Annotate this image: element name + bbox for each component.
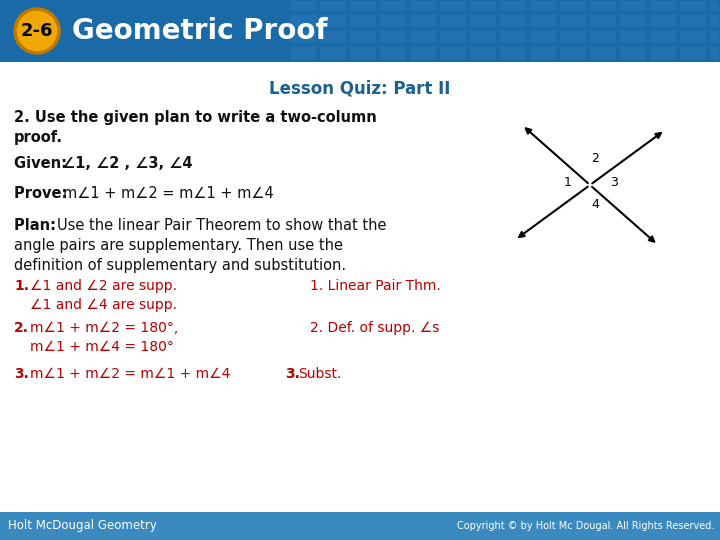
Bar (0, 512, 720, 540)
Text: 2. Def. of supp. ∠s: 2. Def. of supp. ∠s (310, 321, 439, 335)
Text: Copyright © by Holt Mc Dougal. All Rights Reserved.: Copyright © by Holt Mc Dougal. All Right… (456, 521, 714, 531)
Bar (590, 47, 616, 59)
Bar (560, 15, 586, 27)
Bar (440, 15, 466, 27)
Bar (620, 1, 646, 11)
Bar (380, 1, 406, 11)
Bar (470, 15, 496, 27)
Bar (710, 1, 719, 11)
Bar (620, 31, 646, 43)
Bar (500, 47, 526, 59)
Bar (290, 15, 316, 27)
Text: 2. Use the given plan to write a two-column: 2. Use the given plan to write a two-col… (14, 110, 377, 125)
Text: 1: 1 (564, 176, 572, 188)
Text: ∠1 and ∠4 are supp.: ∠1 and ∠4 are supp. (30, 298, 177, 312)
Text: ∠1, ∠2 , ∠3, ∠4: ∠1, ∠2 , ∠3, ∠4 (62, 156, 192, 171)
Bar (710, 31, 719, 43)
Bar (710, 15, 719, 27)
Text: definition of supplementary and substitution.: definition of supplementary and substitu… (14, 258, 346, 273)
Bar (470, 47, 496, 59)
Bar (680, 31, 706, 43)
Bar (530, 1, 556, 11)
Bar (470, 31, 496, 43)
Bar (350, 31, 376, 43)
Text: m∠1 + m∠2 = m∠1 + m∠4: m∠1 + m∠2 = m∠1 + m∠4 (63, 186, 274, 201)
Text: 1.: 1. (14, 279, 29, 293)
Bar (680, 15, 706, 27)
Text: Plan:: Plan: (14, 218, 61, 233)
Bar (710, 47, 719, 59)
Bar (290, 47, 316, 59)
Text: m∠1 + m∠4 = 180°: m∠1 + m∠4 = 180° (30, 340, 174, 354)
Text: 3: 3 (610, 176, 618, 188)
Bar (560, 31, 586, 43)
Bar (560, 1, 586, 11)
Bar (350, 1, 376, 11)
Text: 4: 4 (591, 199, 599, 212)
Bar (650, 31, 676, 43)
Bar (290, 1, 316, 11)
Bar (320, 31, 346, 43)
Text: 3.: 3. (285, 367, 300, 381)
Text: 2-6: 2-6 (21, 22, 53, 40)
Bar (590, 1, 616, 11)
Bar (470, 1, 496, 11)
Bar (350, 47, 376, 59)
Text: m∠1 + m∠2 = 180°,: m∠1 + m∠2 = 180°, (30, 321, 179, 335)
Circle shape (15, 9, 59, 53)
Bar (650, 47, 676, 59)
Bar (500, 31, 526, 43)
Text: Subst.: Subst. (298, 367, 341, 381)
Text: proof.: proof. (14, 130, 63, 145)
Text: 1. Linear Pair Thm.: 1. Linear Pair Thm. (310, 279, 441, 293)
Bar (380, 31, 406, 43)
Text: Geometric Proof: Geometric Proof (72, 17, 328, 45)
Text: Lesson Quiz: Part II: Lesson Quiz: Part II (269, 80, 451, 98)
Bar (440, 31, 466, 43)
Bar (410, 1, 436, 11)
Text: Use the linear Pair Theorem to show that the: Use the linear Pair Theorem to show that… (57, 218, 387, 233)
Text: angle pairs are supplementary. Then use the: angle pairs are supplementary. Then use … (14, 238, 343, 253)
Text: Given:: Given: (14, 156, 72, 171)
Bar (380, 47, 406, 59)
Bar (530, 47, 556, 59)
Bar (680, 1, 706, 11)
Bar (320, 1, 346, 11)
Bar (590, 31, 616, 43)
Bar (350, 15, 376, 27)
Bar (560, 47, 586, 59)
Bar (410, 47, 436, 59)
Bar (410, 15, 436, 27)
Bar (590, 15, 616, 27)
Bar (620, 47, 646, 59)
Bar (680, 47, 706, 59)
Bar (620, 15, 646, 27)
Bar (0, 0, 720, 62)
Bar (440, 1, 466, 11)
Bar (500, 15, 526, 27)
Bar (380, 15, 406, 27)
Text: 2.: 2. (14, 321, 29, 335)
Bar (290, 31, 316, 43)
Text: 3.: 3. (14, 367, 29, 381)
Text: Holt McDougal Geometry: Holt McDougal Geometry (8, 519, 157, 532)
Bar (530, 15, 556, 27)
Text: ∠1 and ∠2 are supp.: ∠1 and ∠2 are supp. (30, 279, 177, 293)
Text: Prove:: Prove: (14, 186, 73, 201)
Bar (530, 31, 556, 43)
Bar (410, 31, 436, 43)
Text: m∠1 + m∠2 = m∠1 + m∠4: m∠1 + m∠2 = m∠1 + m∠4 (30, 367, 230, 381)
Text: 2: 2 (591, 152, 599, 165)
Bar (440, 47, 466, 59)
Bar (320, 47, 346, 59)
Bar (650, 15, 676, 27)
Bar (500, 1, 526, 11)
Bar (320, 15, 346, 27)
Bar (650, 1, 676, 11)
